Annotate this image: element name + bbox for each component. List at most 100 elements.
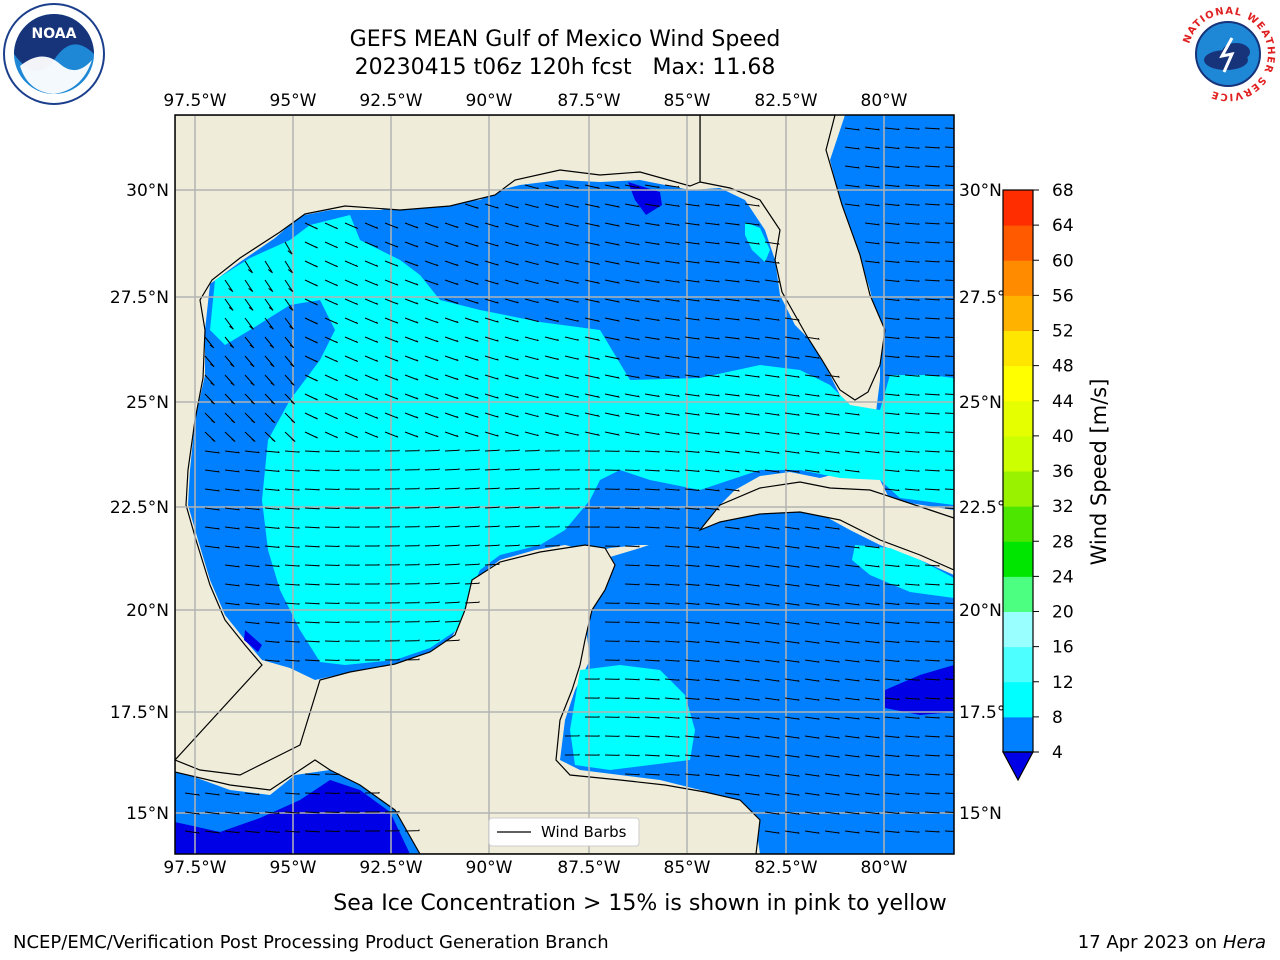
wind-barb	[524, 449, 540, 452]
wind-barb	[224, 317, 234, 330]
wind-barb	[584, 184, 601, 189]
wind-barb	[544, 222, 559, 227]
wind-barb	[704, 412, 720, 416]
wind-barb	[464, 374, 479, 380]
wind-barb	[644, 507, 660, 510]
wind-barb	[744, 621, 760, 625]
wind-barb	[264, 602, 280, 605]
wind-barb	[824, 564, 841, 568]
wind-barb	[365, 526, 380, 528]
wind-barb	[904, 621, 920, 624]
wind-barb	[744, 298, 760, 302]
footer-host: Hera	[1222, 932, 1266, 953]
wind-barb	[624, 545, 640, 548]
wind-barb	[584, 678, 600, 680]
wind-barb	[664, 469, 680, 472]
wind-barb	[344, 450, 360, 452]
colorbar-band	[1003, 541, 1033, 577]
wind-barb	[304, 621, 320, 624]
wind-barb	[684, 659, 700, 662]
wind-barb	[864, 830, 880, 834]
wind-barb	[604, 678, 620, 680]
wind-barb	[784, 412, 800, 416]
wind-barb	[304, 450, 320, 453]
wind-barb	[844, 640, 860, 644]
wind-barb	[684, 678, 700, 681]
wind-barb	[904, 773, 920, 776]
wind-barb	[384, 222, 399, 229]
wind-barb	[944, 773, 954, 775]
lon-label: 97.5°W	[163, 91, 226, 111]
wind-barb	[744, 773, 760, 777]
wind-barb	[624, 298, 641, 303]
wind-barb	[324, 640, 340, 643]
wind-barb	[644, 735, 660, 738]
wind-barb	[524, 184, 539, 190]
wind-barb	[704, 754, 720, 758]
wind-barb	[764, 773, 780, 777]
wind-barb	[584, 336, 601, 341]
colorbar-tick-label: 44	[1052, 392, 1074, 412]
wind-barb	[864, 545, 880, 549]
wind-barb	[624, 602, 640, 605]
wind-barb	[904, 792, 920, 795]
wind-barb	[944, 830, 954, 832]
wind-barb	[824, 773, 841, 777]
wind-barb	[584, 222, 601, 227]
wind-barb	[664, 279, 680, 283]
wind-barb	[704, 298, 720, 302]
wind-barb	[904, 431, 920, 434]
wind-barb	[304, 640, 320, 643]
wind-barb	[724, 659, 740, 663]
colorbar-band	[1003, 260, 1033, 296]
wind-barb	[464, 279, 479, 285]
wind-barb	[744, 241, 760, 245]
wind-barb	[484, 431, 499, 437]
wind-barb	[944, 260, 954, 262]
wind-barb	[704, 336, 720, 340]
wind-barb	[784, 431, 800, 435]
wind-barb	[744, 374, 760, 378]
wind-barb	[724, 450, 740, 454]
wind-barb	[684, 450, 700, 453]
wind-barb	[344, 431, 359, 439]
wind-barb	[444, 222, 459, 229]
wind-barb	[924, 317, 940, 320]
wind-barb	[424, 601, 440, 604]
wind-barb	[284, 412, 296, 424]
wind-barb	[424, 298, 439, 305]
florida-landmass	[699, 115, 886, 401]
wind-barb	[724, 526, 740, 530]
wind-barb	[624, 621, 640, 624]
lon-label: 82.5°W	[754, 858, 817, 878]
colorbar-tick-label: 20	[1052, 603, 1074, 623]
colorbar-band	[1003, 295, 1033, 331]
wind-barb	[664, 336, 680, 340]
wind-barb	[344, 602, 360, 604]
wind-barb	[764, 450, 780, 454]
wind-barb	[404, 563, 420, 566]
wind-barb	[704, 374, 720, 378]
wind-barb	[344, 526, 360, 528]
wind-barb	[364, 279, 379, 286]
wind-barb	[944, 279, 954, 281]
wind-barb	[244, 830, 260, 834]
wind-barb	[484, 260, 499, 266]
lat-label: 25°N	[126, 393, 169, 413]
wind-barb	[784, 393, 800, 397]
wind-barb	[324, 811, 340, 814]
wind-barb	[784, 374, 800, 378]
wind-barb	[365, 602, 380, 604]
wind-barb	[264, 317, 274, 330]
wind-barb	[884, 127, 900, 131]
wind-barb	[444, 298, 459, 305]
wind-barb	[365, 545, 380, 547]
wind-barb	[624, 184, 641, 189]
wind-barb	[944, 450, 954, 452]
wind-barb	[244, 412, 256, 424]
wind-barb	[764, 716, 780, 720]
wind-barb	[344, 336, 359, 344]
wind-barb	[864, 450, 880, 454]
wind-barb	[864, 127, 880, 131]
wind-barb	[924, 697, 940, 700]
